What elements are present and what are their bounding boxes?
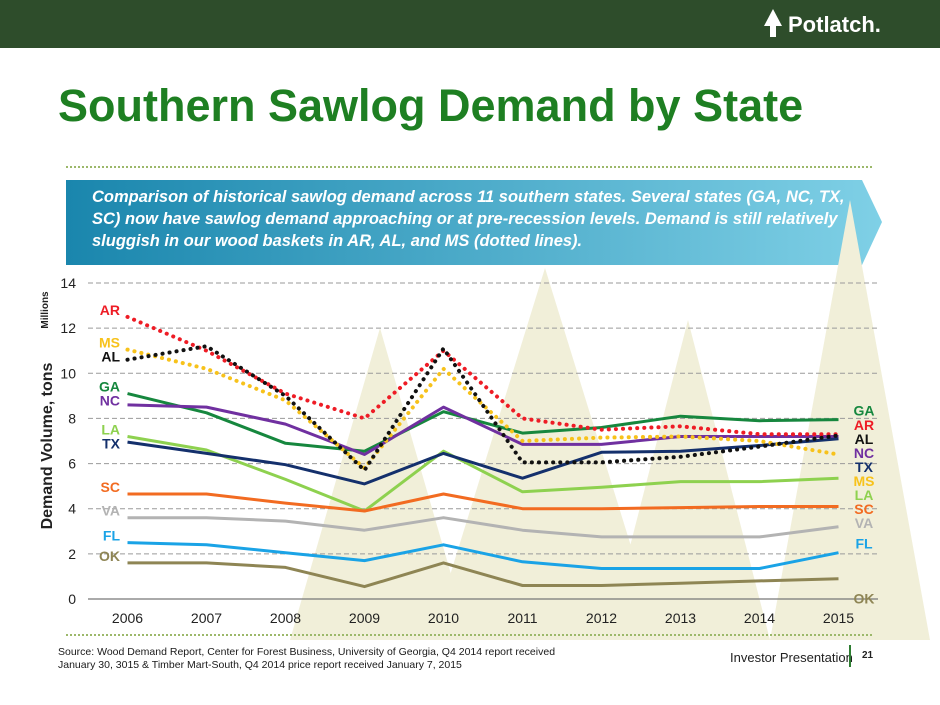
series-label-right-va: VA bbox=[855, 515, 873, 531]
series-line-sc bbox=[127, 492, 839, 513]
source-note: Source: Wood Demand Report, Center for F… bbox=[58, 646, 555, 672]
series-line-ar bbox=[125, 314, 841, 437]
footer-divider bbox=[849, 645, 851, 667]
x-tick-label: 2010 bbox=[428, 610, 459, 626]
y-tick-label: 2 bbox=[68, 546, 76, 562]
y-tick-label: 6 bbox=[68, 456, 76, 472]
series-label-right-nc: NC bbox=[854, 445, 874, 461]
x-tick-label: 2012 bbox=[586, 610, 617, 626]
header-bar bbox=[0, 0, 940, 48]
y-tick-label: 12 bbox=[60, 320, 76, 336]
series-label-left-tx: TX bbox=[102, 435, 121, 451]
x-tick-label: 2013 bbox=[665, 610, 696, 626]
logo-text: Potlatch. bbox=[788, 12, 881, 37]
series-label-left-ok: OK bbox=[99, 548, 120, 564]
series-label-left-al: AL bbox=[101, 349, 120, 365]
series-label-left-sc: SC bbox=[101, 479, 120, 495]
x-tick-label: 2014 bbox=[744, 610, 775, 626]
series-line-va bbox=[127, 516, 839, 539]
x-tick-label: 2008 bbox=[270, 610, 301, 626]
series-line-tx bbox=[127, 437, 839, 486]
company-logo: Potlatch. bbox=[762, 8, 881, 42]
series-label-left-va: VA bbox=[102, 503, 120, 519]
y-axis-label: Demand Volume, tons bbox=[39, 362, 56, 529]
y-tick-label: 10 bbox=[60, 365, 76, 381]
x-tick-labels: 2006 2007 2008 2009 2010 2011 2012 2013 2014 2015 bbox=[112, 610, 854, 626]
series-label-left-nc: NC bbox=[100, 393, 120, 409]
x-tick-label: 2009 bbox=[349, 610, 380, 626]
series-label-right-tx: TX bbox=[855, 459, 874, 475]
series-label-right-ms: MS bbox=[854, 473, 875, 489]
y-tick-label: 8 bbox=[68, 410, 76, 426]
y-tick-label: 0 bbox=[68, 591, 76, 607]
source-line-1: Source: Wood Demand Report, Center for F… bbox=[58, 646, 556, 658]
x-tick-label: 2015 bbox=[823, 610, 854, 626]
source-line-2: January 30, 3015 & Timber Mart-South, Q4… bbox=[58, 659, 462, 671]
series-labels: ARMSALGANCLATXSCVAFLOKGAARALNCTXMSLASCVA… bbox=[99, 302, 875, 607]
page-number: 21 bbox=[862, 650, 874, 661]
series-label-left-ms: MS bbox=[99, 335, 120, 351]
series-line-al bbox=[125, 344, 841, 473]
series-label-left-ga: GA bbox=[99, 379, 120, 395]
series-label-right-al: AL bbox=[855, 431, 874, 447]
series-line-la bbox=[127, 435, 839, 513]
banner-background bbox=[66, 180, 882, 265]
series-label-right-ok: OK bbox=[854, 591, 875, 607]
series-label-left-fl: FL bbox=[103, 528, 121, 544]
series-label-left-la: LA bbox=[101, 421, 120, 437]
y-tick-label: 4 bbox=[68, 501, 76, 517]
series-line-ok bbox=[127, 561, 839, 589]
x-tick-label: 2006 bbox=[112, 610, 143, 626]
banner-text: Comparison of historical sawlog demand a… bbox=[92, 188, 845, 250]
series-label-right-ga: GA bbox=[854, 403, 875, 419]
series-line-ga bbox=[127, 392, 839, 453]
y-tick-labels: 0 2 4 6 8 10 12 14 bbox=[60, 275, 76, 607]
series-lines bbox=[125, 314, 841, 589]
tree-logo-icon bbox=[762, 8, 784, 43]
series-label-right-fl: FL bbox=[855, 536, 873, 552]
x-tick-label: 2011 bbox=[507, 610, 537, 626]
bottom-divider bbox=[66, 634, 872, 636]
top-divider bbox=[66, 166, 872, 168]
series-line-fl bbox=[127, 541, 839, 570]
series-line-nc bbox=[127, 403, 839, 456]
series-label-right-sc: SC bbox=[854, 501, 873, 517]
footer-label: Investor Presentation bbox=[730, 650, 853, 665]
series-label-right-la: LA bbox=[855, 487, 874, 503]
page-title: Southern Sawlog Demand by State bbox=[58, 80, 804, 131]
x-tick-label: 2007 bbox=[191, 610, 222, 626]
series-label-right-ar: AR bbox=[854, 417, 874, 433]
y-tick-label: 14 bbox=[60, 275, 76, 291]
series-line-ms bbox=[125, 347, 841, 471]
y-axis-unit: Millions bbox=[40, 291, 51, 329]
series-label-left-ar: AR bbox=[100, 302, 120, 318]
